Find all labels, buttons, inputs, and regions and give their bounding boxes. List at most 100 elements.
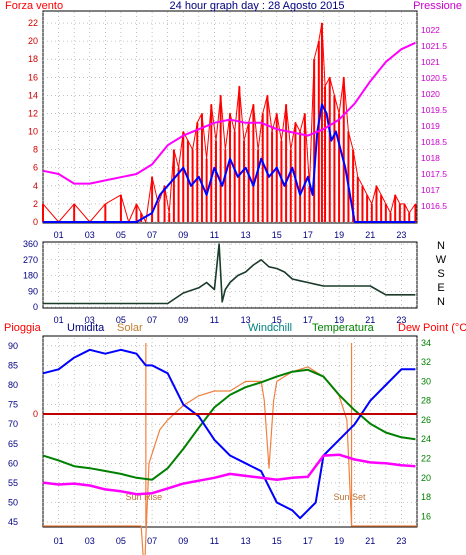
dir-y-tick-label: 270	[23, 255, 38, 265]
x-tick-label-21: 21	[365, 315, 375, 325]
y-right-tick-label: 26	[421, 415, 431, 425]
y-right-tick-label: 30	[421, 376, 431, 386]
y-right-tick-label: 28	[421, 396, 431, 406]
y-left-tick-label: 85	[8, 360, 18, 370]
wind-direction-line	[43, 243, 416, 305]
x-tick-label-21: 21	[365, 536, 375, 546]
x-tick-label-19: 19	[334, 315, 344, 325]
y-left-tick-label: 10	[28, 127, 38, 137]
x-tick-label-09: 09	[178, 536, 188, 546]
panel-temp-frame	[42, 335, 418, 528]
x-tick-label-11: 11	[210, 230, 219, 240]
y-left-tick-label: 6	[33, 163, 38, 173]
x-tick-label-13: 13	[241, 315, 251, 325]
y-right-tick-label: 1017	[421, 185, 440, 195]
sun-annotation-label: Sun Set	[334, 492, 367, 502]
wind-gust-line	[43, 103, 416, 223]
humidity-line	[42, 348, 416, 520]
y-left-tick-label: 16	[28, 72, 38, 82]
x-tick-label-21: 21	[365, 230, 375, 240]
temperature-line	[42, 368, 416, 481]
x-tick-label-01: 01	[54, 315, 64, 325]
x-tick-label-05: 05	[116, 315, 126, 325]
x-tick-label-05: 05	[116, 536, 126, 546]
rain-zero-tick-label: 0	[33, 409, 38, 419]
y-right-tick-label: 24	[421, 434, 431, 444]
legend-label-windchill: Windchill	[248, 322, 292, 334]
x-tick-label-05: 05	[116, 230, 126, 240]
y-right-tick-label: 1018	[421, 153, 440, 163]
x-tick-label-17: 17	[303, 315, 313, 325]
legend-label-solar: Solar	[117, 322, 143, 334]
y-right-tick-label: 20	[421, 473, 431, 483]
wind-speed-line	[42, 22, 416, 223]
dir-y-tick-label: 360	[23, 239, 38, 249]
x-tick-label-03: 03	[85, 536, 95, 546]
y-left-tick-label: 2	[33, 199, 38, 209]
y-right-tick-label: 34	[421, 338, 431, 348]
y-left-tick-label: 80	[8, 380, 18, 390]
y-left-tick-label: 8	[33, 145, 38, 155]
y-left-tick-label: 20	[28, 36, 38, 46]
y-right-tick-label: 1022	[421, 25, 440, 35]
y-right-tick-label: 1018.5	[421, 137, 447, 147]
compass-label-N: N	[437, 240, 445, 252]
x-tick-label-13: 13	[241, 536, 251, 546]
sun-annotation-label: Sun Rise	[126, 492, 163, 502]
dir-y-tick-label: 90	[28, 286, 38, 296]
y-left-tick-label: 75	[8, 400, 18, 410]
legend-label-umidita: Umidita	[67, 322, 105, 334]
y-left-tick-label: 90	[8, 341, 18, 351]
legend-label-dew-point-c-: Dew Point (°C)	[398, 322, 466, 334]
y-left-tick-label: 4	[33, 181, 38, 191]
chart-title: 24 hour graph day : 28 Agosto 2015	[170, 0, 345, 12]
compass-label-E: E	[437, 282, 444, 294]
x-tick-label-09: 09	[178, 315, 188, 325]
x-tick-label-07: 07	[147, 315, 157, 325]
legend-label-temperatura: Temperatura	[312, 322, 375, 334]
y-right-tick-label: 18	[421, 492, 431, 502]
compass-label-W: W	[436, 254, 447, 266]
y-left-tick-label: 45	[8, 517, 18, 527]
x-tick-label-17: 17	[303, 536, 313, 546]
x-tick-label-19: 19	[334, 230, 344, 240]
x-tick-label-23: 23	[396, 536, 406, 546]
x-tick-label-17: 17	[303, 230, 313, 240]
x-tick-label-07: 07	[147, 230, 157, 240]
dir-y-tick-label: 0	[33, 302, 38, 312]
dir-y-tick-label: 180	[23, 271, 38, 281]
y-left-tick-label: 14	[28, 90, 38, 100]
compass-label-N: N	[437, 296, 445, 308]
y-left-tick-label: 18	[28, 54, 38, 64]
y-left-tick-label: 50	[8, 498, 18, 508]
y-right-tick-label: 1019	[421, 121, 440, 131]
y-right-tick-label: 1021	[421, 57, 440, 67]
x-tick-label-15: 15	[272, 315, 282, 325]
x-tick-label-03: 03	[85, 230, 95, 240]
y-right-tick-label: 1021.5	[421, 41, 447, 51]
pressure-line	[42, 41, 416, 185]
y-right-tick-label: 22	[421, 454, 431, 464]
dew-point-line	[42, 453, 416, 496]
y-left-tick-label: 65	[8, 439, 18, 449]
x-tick-label-23: 23	[396, 315, 406, 325]
left-axis-label: Forza vento	[5, 0, 63, 12]
x-tick-label-15: 15	[272, 536, 282, 546]
y-left-tick-label: 22	[28, 18, 38, 28]
temperature-humidity-panel: 45 50 55 60 65 70 75 80 85 90 16 18 20 22 24 26 28 30 32 34…	[4, 322, 466, 555]
x-tick-label-01: 01	[54, 536, 64, 546]
y-right-tick-label: 1016.5	[421, 201, 447, 211]
x-tick-label-07: 07	[147, 536, 157, 546]
y-left-tick-label: 60	[8, 458, 18, 468]
y-left-tick-label: 0	[33, 217, 38, 227]
x-tick-label-11: 11	[210, 536, 219, 546]
y-right-tick-label: 16	[421, 511, 431, 521]
x-tick-label-03: 03	[85, 315, 95, 325]
y-left-tick-label: 12	[28, 108, 38, 118]
y-right-tick-label: 1020	[421, 89, 440, 99]
y-right-tick-label: 1020.5	[421, 73, 447, 83]
x-tick-label-11: 11	[210, 315, 219, 325]
y-right-tick-label: 32	[421, 357, 431, 367]
